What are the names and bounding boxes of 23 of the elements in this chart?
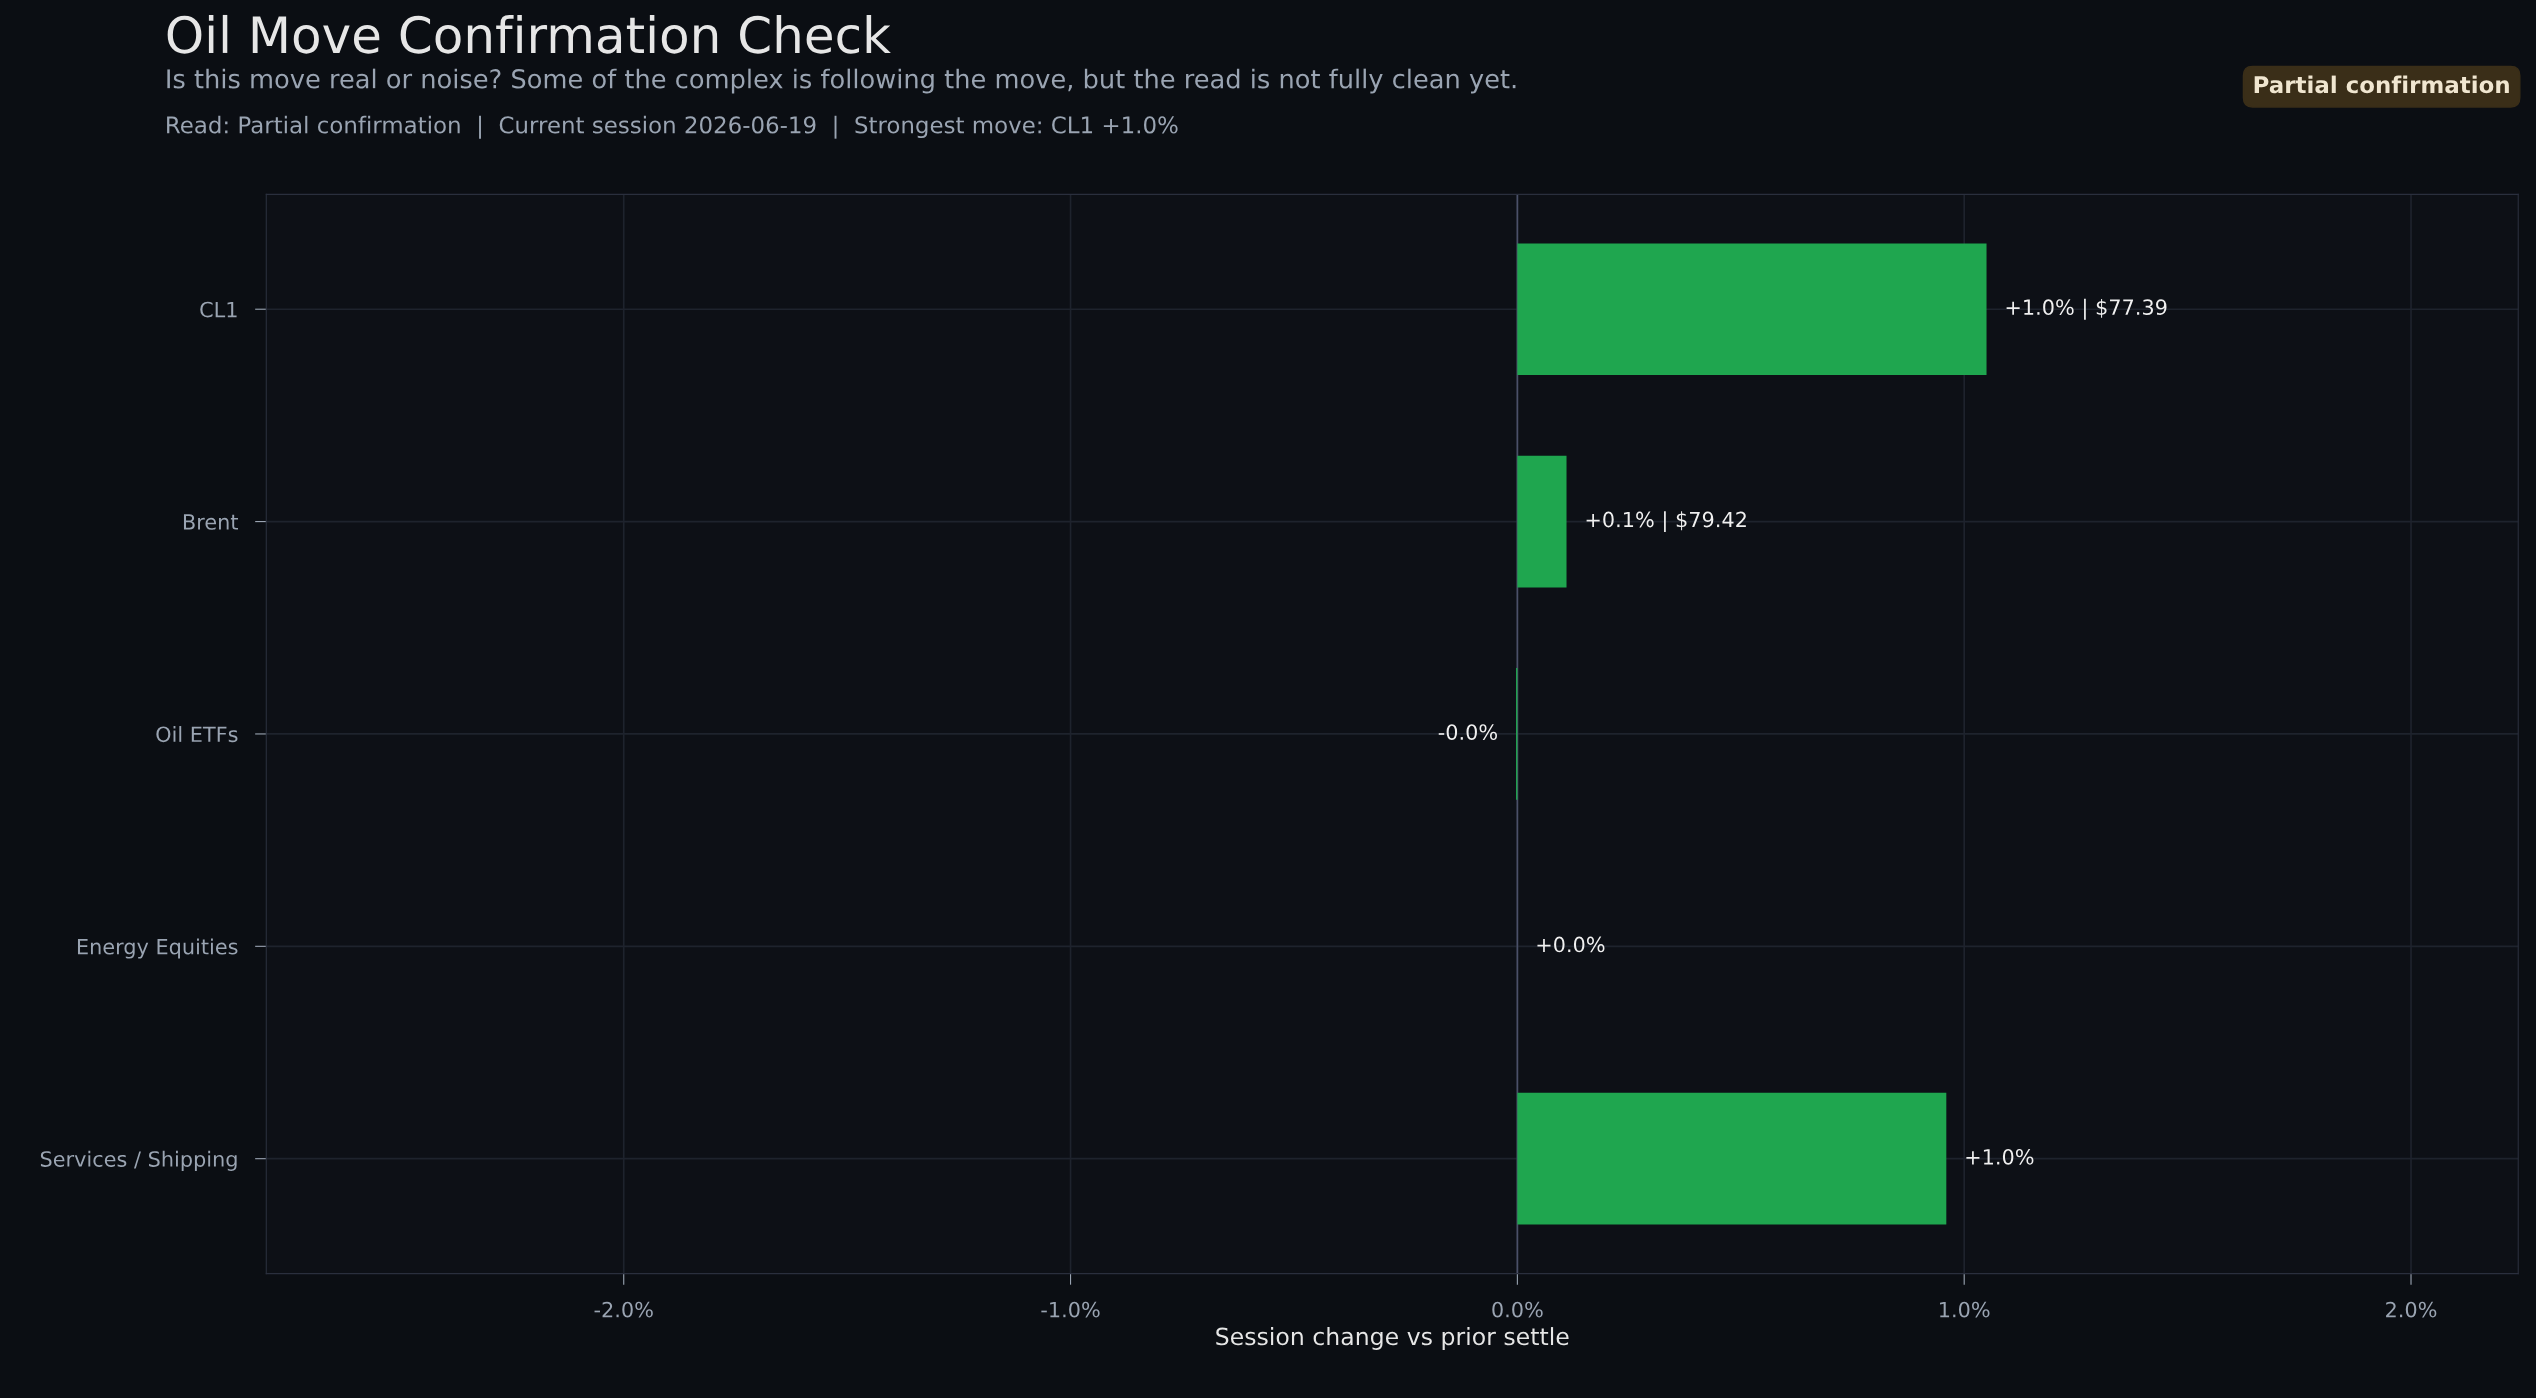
data-label: -0.0% (1438, 724, 1498, 740)
text: Read: Partial confirmation | Current session 2026-06-19 | Strongest move: CL1 +1.0% (167, 115, 1178, 139)
data-label: +1.0% (1966, 1148, 2034, 1165)
x-tick-label: 1.0% (1940, 1301, 1990, 1318)
x-tick-label: 0.0% (1492, 1301, 1543, 1318)
x-tick-label: -1.0% (1041, 1301, 1100, 1318)
bar (1517, 1092, 1947, 1225)
chart-subtitle: Is this move real or noise? Some of the complex is following the move, but the read is not fully clean yet. (167, 68, 1516, 94)
data-label: +1.0% | $77.39 (2006, 298, 2167, 320)
bar (1517, 243, 1987, 376)
y-tick-label: Energy Equities (77, 938, 238, 959)
x-axis-title: Session change vs prior settle (1216, 1327, 1569, 1350)
y-tick-label: CL1 (200, 301, 237, 318)
data-label: +0.1% | $79.42 (1586, 511, 1746, 532)
x-tick-label: 2.0% (2386, 1301, 2437, 1318)
text: Partial confirmation (2254, 75, 2509, 94)
data-label: +0.0% (1537, 936, 1605, 953)
bar (1517, 455, 1567, 588)
x-tick-label: -2.0% (594, 1301, 653, 1318)
chart-title: Oil Move Confirmation Check (167, 14, 891, 54)
y-tick-label: Services / Shipping (40, 1150, 237, 1171)
y-tick-label: Oil ETFs (156, 726, 238, 743)
y-tick-label: Brent (183, 514, 238, 530)
